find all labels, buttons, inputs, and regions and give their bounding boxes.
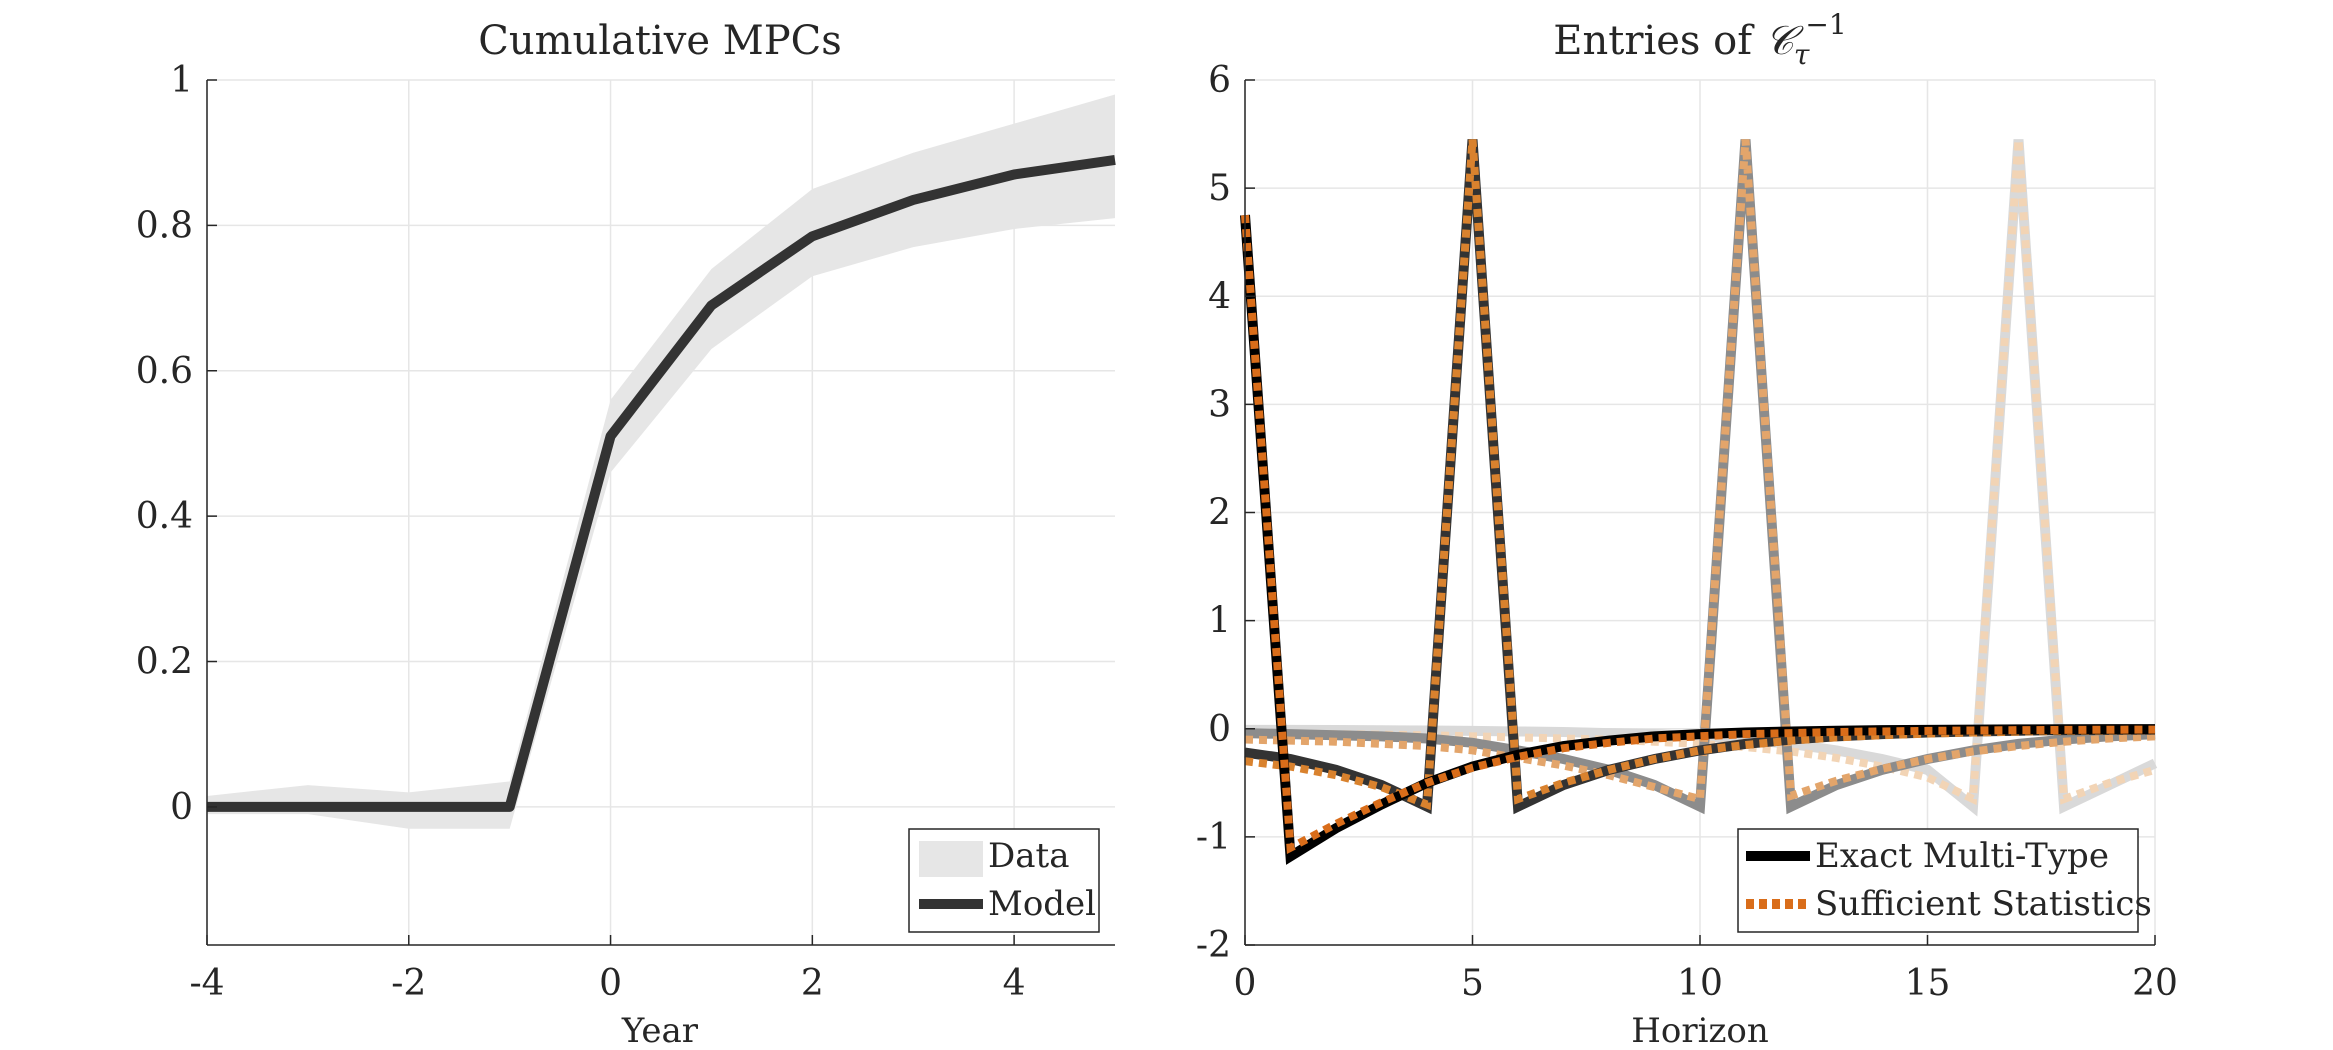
legend-label-model: Model: [988, 884, 1096, 924]
y-tick-label: 1: [170, 60, 193, 101]
x-tick-label: -4: [189, 963, 224, 1004]
y-tick-label: 0: [170, 787, 193, 828]
series-lines-right: [1240, 139, 2158, 865]
chart-title-left: Cumulative MPCs: [478, 18, 842, 64]
axes-right: [1244, 79, 2156, 946]
y-tick-label: 4: [1208, 276, 1231, 317]
y-tick-label: -1: [1196, 817, 1231, 858]
legend-label-exact: Exact Multi-Type: [1815, 836, 2109, 876]
y-tick-label: 6: [1208, 60, 1231, 101]
chart-title-right: Entries of 𝒞τ−1: [1553, 8, 1846, 71]
x-axis-label-right: Horizon: [1631, 1011, 1769, 1050]
y-tick-label: 0.4: [136, 496, 193, 537]
x-tick-labels-right: 0 5 10 15 20: [1234, 963, 2178, 1004]
x-tick-labels-left: -4 -2 0 2 4: [189, 963, 1025, 1004]
y-tick-labels-left: 0 0.2 0.4 0.6 0.8 1: [136, 60, 193, 828]
y-tick-label: 0: [1208, 709, 1231, 750]
x-tick-label: 20: [2132, 963, 2178, 1004]
y-tick-label: -2: [1196, 925, 1231, 966]
axes-left: [206, 79, 1115, 946]
legend-label-data: Data: [988, 836, 1069, 876]
title-superscript: −1: [1805, 8, 1846, 41]
title-prefix: Entries of: [1553, 18, 1764, 64]
legend-label-sufficient: Sufficient Statistics: [1815, 884, 2152, 924]
model-series-line: [207, 155, 1116, 812]
x-tick-label: 10: [1677, 963, 1723, 1004]
x-axis-label-left: Year: [621, 1011, 699, 1050]
y-tick-label: 5: [1208, 168, 1231, 209]
x-tick-label: 4: [1003, 963, 1026, 1004]
data-confidence-band: [207, 94, 1115, 829]
x-tick-label: 2: [801, 963, 824, 1004]
y-tick-labels-right: -2 -1 0 1 2 3 4 5 6: [1196, 60, 1231, 966]
legend-left: Data Model: [908, 828, 1100, 933]
y-tick-label: 3: [1208, 384, 1231, 425]
exact-multi-type-line-col-11: [1244, 139, 2156, 815]
x-tick-label: 15: [1905, 963, 1951, 1004]
x-tick-label: -2: [391, 963, 426, 1004]
legend-box-right: [1737, 828, 2139, 933]
title-subscript: τ: [1794, 38, 1810, 71]
exact-multi-type-line-col-0: [1240, 214, 2156, 865]
cumulative-mpcs-panel: Cumulative MPCs -4 -2 0 2 4 0 0.2 0.4 0.6 0.8 1 Y…: [136, 18, 1116, 1050]
x-tick-label: 0: [599, 963, 622, 1004]
y-tick-label: 2: [1208, 493, 1231, 534]
y-tick-label: 0.6: [136, 351, 193, 392]
y-tick-label: 0.2: [136, 642, 193, 683]
legend-right: Exact Multi-Type Sufficient Statistics: [1737, 828, 2152, 933]
entries-inverse-panel: Entries of 𝒞τ−1 0 5 10 15 20 -2 -1 0 1 2 3 4 5 6 Hor…: [1196, 8, 2178, 1050]
y-tick-label: 0.8: [136, 205, 193, 246]
x-tick-label: 5: [1461, 963, 1484, 1004]
x-tick-label: 0: [1234, 963, 1257, 1004]
legend-swatch-data: [919, 841, 983, 877]
y-tick-label: 1: [1208, 601, 1231, 642]
